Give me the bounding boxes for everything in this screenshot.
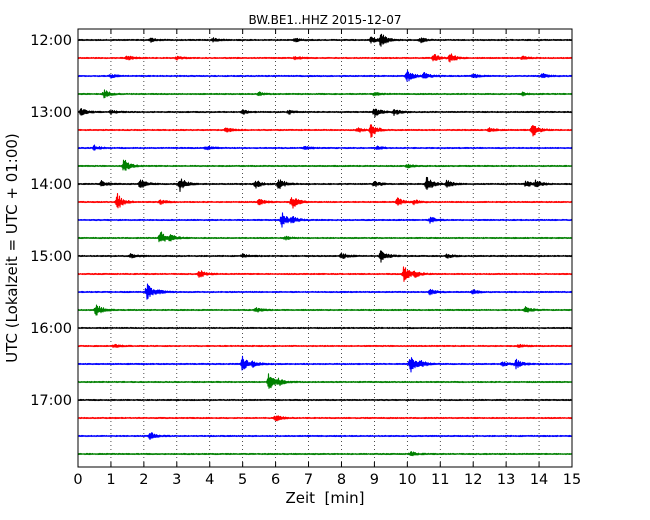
seismic-trace-line — [77, 415, 573, 422]
x-tick-label: 2 — [139, 472, 148, 488]
seismic-trace-line — [77, 304, 573, 316]
seismic-trace-line — [77, 89, 573, 99]
chart-title: BW.BE1..HHZ 2015-12-07 — [248, 13, 401, 27]
seismic-trace-line — [77, 343, 573, 348]
x-tick-label: 5 — [238, 472, 247, 488]
y-axis-label: UTC (Lokalzeit = UTC + 01:00) — [3, 133, 21, 363]
y-tick-label: 17:00 — [30, 393, 72, 409]
y-tick-label: 13:00 — [30, 105, 72, 121]
y-tick-label: 15:00 — [30, 249, 72, 265]
x-tick-label: 9 — [370, 472, 379, 488]
x-tick-label: 15 — [563, 472, 581, 488]
x-tick-label: 6 — [271, 472, 280, 488]
x-axis-label: Zeit [min] — [285, 489, 364, 507]
x-tick-label: 7 — [304, 472, 313, 488]
seismic-trace-line — [77, 398, 573, 402]
seismic-trace-line — [77, 144, 573, 151]
seismic-trace-line — [77, 70, 573, 82]
seismic-trace-line — [77, 53, 573, 63]
seismic-trace-line — [77, 355, 573, 373]
seismic-trace-line — [77, 266, 573, 282]
x-tick-label: 8 — [337, 472, 346, 488]
x-tick-label: 1 — [106, 472, 115, 488]
x-tick-label: 14 — [530, 472, 548, 488]
seismic-trace-line — [77, 326, 573, 330]
y-tick-label: 12:00 — [30, 33, 72, 49]
x-tick-label: 0 — [73, 472, 82, 488]
seismic-trace-line — [77, 124, 573, 138]
y-tick-label: 14:00 — [30, 177, 72, 193]
seismic-trace-line — [77, 33, 573, 47]
seismic-trace-line — [77, 192, 573, 209]
y-tick-label: 16:00 — [30, 321, 72, 337]
seismic-trace-line — [77, 451, 573, 457]
seismic-trace-line — [77, 212, 573, 228]
seismic-traces — [77, 33, 573, 457]
plot-frame — [77, 28, 573, 468]
x-tick-label: 3 — [172, 472, 181, 488]
seismic-trace-line — [77, 432, 573, 441]
seismic-trace-line — [77, 373, 573, 389]
axis-ticks: 0 1 2 3 4 5 6 7 8 9 10 11 12 13 14 1512:0013:0014:0015:… — [30, 29, 581, 488]
seismic-trace-line — [77, 231, 573, 243]
seismic-trace-line — [77, 283, 573, 300]
x-tick-label: 4 — [205, 472, 214, 488]
x-tick-label: 13 — [497, 472, 515, 488]
x-tick-label: 11 — [431, 472, 449, 488]
x-tick-label: 10 — [398, 472, 416, 488]
seismic-trace-line — [77, 176, 573, 192]
seismic-trace-line — [77, 108, 573, 118]
seismic-trace-line — [77, 250, 573, 263]
seismic-trace-line — [77, 159, 573, 171]
x-tick-label: 12 — [464, 472, 482, 488]
